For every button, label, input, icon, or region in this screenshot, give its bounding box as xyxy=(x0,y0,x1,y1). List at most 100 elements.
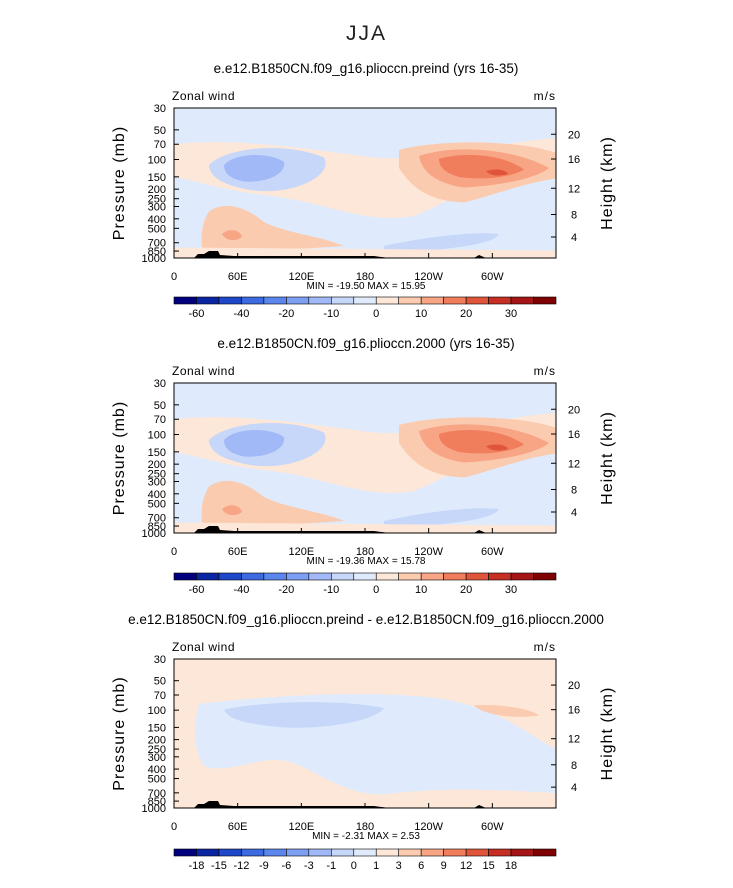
y-tick-label: 250 xyxy=(148,744,166,756)
colorbar-box xyxy=(196,572,220,581)
colorbar-box xyxy=(420,572,444,581)
min-max-stats: MIN = -2.31 MAX = 2.53 xyxy=(312,831,420,842)
colorbar-label: -3 xyxy=(304,860,314,872)
colorbar-box xyxy=(488,572,512,581)
colorbar-box xyxy=(263,296,287,305)
colorbar: -60 -40 -20 -10 0 10 20 30 xyxy=(173,296,557,320)
colorbar-box xyxy=(241,848,265,857)
colorbar-box xyxy=(308,848,332,857)
colorbar-box xyxy=(330,296,355,305)
colorbar-box xyxy=(330,572,355,581)
colorbar-label: 0 xyxy=(351,860,357,872)
x-tick-label: 120E xyxy=(288,546,314,558)
colorbar-label: -15 xyxy=(211,860,227,872)
x-tick-label: 60E xyxy=(228,546,248,558)
colorbar-label: 10 xyxy=(415,308,427,320)
y-right-tick-label: 12 xyxy=(568,734,580,746)
panel-1: e.e12.B1850CN.f09_g16.plioccn.preind (yr… xyxy=(111,61,616,320)
y-tick-label: 30 xyxy=(154,103,166,115)
contour-field xyxy=(174,383,556,533)
y-right-tick-label: 16 xyxy=(568,154,580,166)
contour-field xyxy=(174,659,556,808)
colorbar-box xyxy=(263,572,287,581)
colorbar-label: 0 xyxy=(373,584,379,596)
y-right-tick-label: 4 xyxy=(571,782,577,794)
y-tick-label: 250 xyxy=(148,469,166,481)
panel-title: e.e12.B1850CN.f09_g16.plioccn.preind - e… xyxy=(128,612,604,627)
topography xyxy=(194,801,389,808)
panel-2: e.e12.B1850CN.f09_g16.plioccn.2000 (yrs … xyxy=(111,336,616,596)
figure-title: JJA xyxy=(345,22,387,45)
y-right-tick-label: 8 xyxy=(571,760,577,772)
contour-lowlevel-jet xyxy=(201,480,344,530)
left-string: Zonal wind xyxy=(172,364,235,378)
colorbar-box xyxy=(241,572,265,581)
colorbar-label: 0 xyxy=(373,308,379,320)
colorbar-box xyxy=(218,572,242,581)
min-max-stats: MIN = -19.36 MAX = 15.78 xyxy=(307,556,426,567)
colorbar-box xyxy=(488,296,512,305)
colorbar-label: -6 xyxy=(281,860,291,872)
colorbar-box xyxy=(218,848,242,857)
x-tick-label: 120W xyxy=(414,546,443,558)
y-tick-label: 300 xyxy=(148,476,166,488)
colorbar-label: 30 xyxy=(505,308,517,320)
y-tick-label: 70 xyxy=(154,139,166,151)
y-tick-label: 150 xyxy=(148,722,166,734)
y-tick-label: 30 xyxy=(154,378,166,390)
x-tick-label: 120W xyxy=(414,821,443,833)
colorbar-box xyxy=(465,848,489,857)
colorbar-label: 15 xyxy=(482,860,494,872)
contour-negative-core xyxy=(224,702,384,728)
colorbar-box xyxy=(353,572,377,581)
contour-trade-easterlies xyxy=(384,508,499,529)
y-right-axis-title: Height (km) xyxy=(599,136,616,230)
contour-surface xyxy=(174,522,556,533)
colorbar-box xyxy=(510,572,534,581)
colorbar-label: -20 xyxy=(278,308,294,320)
colorbar-label: -12 xyxy=(233,860,249,872)
x-tick-label: 60W xyxy=(481,546,504,558)
y-tick-label: 200 xyxy=(148,459,166,471)
colorbar-box xyxy=(398,296,422,305)
right-string: m/s xyxy=(534,364,556,378)
contour-lowlevel-core xyxy=(222,505,242,516)
colorbar-box xyxy=(398,848,422,857)
y-axis-title: Pressure (mb) xyxy=(111,126,128,240)
colorbar-label: -1 xyxy=(326,860,336,872)
y-right-tick-label: 4 xyxy=(571,232,577,244)
x-tick-label: 60W xyxy=(481,821,504,833)
colorbar-label: 6 xyxy=(418,860,424,872)
y-tick-label: 100 xyxy=(148,155,166,167)
colorbar-label: 20 xyxy=(460,584,472,596)
y-tick-label: 700 xyxy=(148,238,166,250)
y-axis-title: Pressure (mb) xyxy=(111,401,128,515)
y-tick-label: 150 xyxy=(148,447,166,459)
colorbar-box xyxy=(375,572,400,581)
colorbar-box xyxy=(443,572,467,581)
y-right-tick-label: 8 xyxy=(571,485,577,497)
colorbar-box xyxy=(286,848,310,857)
contour-easterly-core xyxy=(224,154,285,182)
x-tick-label: 180 xyxy=(356,821,374,833)
contour-surface xyxy=(174,247,556,258)
colorbar-box xyxy=(510,848,534,857)
contour-trade-easterlies xyxy=(384,233,499,254)
x-tick-label: 0 xyxy=(171,821,177,833)
y-right-tick-label: 8 xyxy=(571,210,577,222)
y-tick-label: 70 xyxy=(154,690,166,702)
y-right-tick-label: 20 xyxy=(568,680,580,692)
colorbar-label: -10 xyxy=(323,584,339,596)
colorbar-box xyxy=(533,848,557,857)
colorbar-box xyxy=(308,296,332,305)
y-tick-label: 50 xyxy=(154,400,166,412)
x-tick-label: 180 xyxy=(356,546,374,558)
right-string: m/s xyxy=(534,89,556,103)
colorbar: -18 -15 -12 -9 -6 -3 -1 0 1 3 6 9 12 15 18 xyxy=(173,848,557,872)
contour-field xyxy=(174,108,556,258)
colorbar-box xyxy=(286,296,310,305)
colorbar-label: 12 xyxy=(460,860,472,872)
x-tick-label: 180 xyxy=(356,271,374,283)
colorbar-label: -60 xyxy=(189,308,205,320)
colorbar-label: 30 xyxy=(505,584,517,596)
